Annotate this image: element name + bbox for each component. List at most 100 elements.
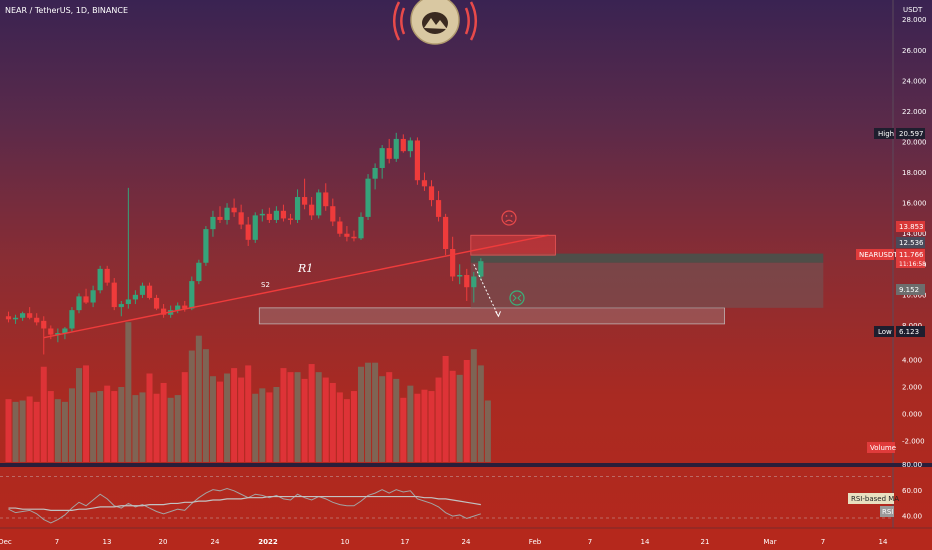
candle-body xyxy=(414,140,420,181)
volume-pane-label: Volume xyxy=(867,442,896,453)
x-axis-label: 7 xyxy=(821,538,825,546)
stop-zone xyxy=(470,234,556,256)
price-tick-label: 20.000 xyxy=(902,139,927,147)
candle-body xyxy=(161,308,167,315)
candle-body xyxy=(344,233,350,237)
rsi-layer xyxy=(0,476,893,524)
candle-body xyxy=(316,192,322,216)
volume-bar xyxy=(111,391,118,462)
volume-bar xyxy=(174,395,181,462)
candle-body xyxy=(372,167,378,179)
target-face-icon xyxy=(509,290,525,306)
candle-body xyxy=(252,215,258,240)
volume-bar xyxy=(209,376,216,462)
volume-bar xyxy=(125,322,132,462)
volume-bar xyxy=(301,378,308,462)
price-tick-label: 18.000 xyxy=(902,169,927,177)
candle-body xyxy=(90,290,96,303)
x-axis-label: 2022 xyxy=(258,538,278,546)
entry-price-label: 12.536 xyxy=(896,237,925,248)
candle-body xyxy=(351,236,357,239)
candle-body xyxy=(464,274,470,288)
volume-bar xyxy=(118,387,125,462)
volume-bar xyxy=(477,365,484,462)
x-axis-label: Mar xyxy=(763,538,776,546)
svg-text:6.123: 6.123 xyxy=(899,328,919,336)
volume-bar xyxy=(19,400,26,462)
candle-body xyxy=(20,313,26,318)
rsi-tick-label: 60.00 xyxy=(902,487,922,495)
volume-bar xyxy=(414,393,421,462)
volume-tick-label: 4.000 xyxy=(902,357,922,365)
candle-body xyxy=(125,299,131,305)
volume-bar xyxy=(484,400,491,462)
rsi-line xyxy=(8,487,482,524)
x-axis-label: 20 xyxy=(159,538,168,546)
svg-text:Low: Low xyxy=(878,328,892,336)
chart-title: NEAR / TetherUS, 1D, BINANCE xyxy=(5,6,128,15)
rsi-ma-pane-label: RSI-based MA xyxy=(848,493,899,504)
volume-bar xyxy=(329,382,336,462)
x-axis-label: Feb xyxy=(529,538,542,546)
candle-body xyxy=(266,213,272,220)
candle-body xyxy=(428,186,435,201)
volume-bar xyxy=(238,377,245,462)
svg-text:11:16:58: 11:16:58 xyxy=(899,261,926,268)
svg-text:12.536: 12.536 xyxy=(899,239,924,247)
volume-bar xyxy=(400,397,407,462)
volume-tick-label: 2.000 xyxy=(902,384,922,392)
candle-body xyxy=(41,320,47,329)
candle-body xyxy=(358,216,364,239)
volume-bar xyxy=(188,350,195,462)
low-label: Low 6.123 xyxy=(874,326,925,337)
volume-bar xyxy=(379,376,386,462)
rsi-ma-line xyxy=(8,495,481,511)
x-axis-label: 24 xyxy=(462,538,471,546)
x-axis-label: Dec xyxy=(0,538,12,546)
r1-label: R1 xyxy=(297,262,313,275)
volume-bar xyxy=(428,391,435,462)
candle-body xyxy=(400,138,406,152)
candle-body xyxy=(379,148,385,168)
volume-bar xyxy=(358,366,364,462)
volume-bar xyxy=(146,373,153,462)
volume-bar xyxy=(68,388,75,462)
projection-arrow xyxy=(473,264,499,317)
svg-text:High: High xyxy=(878,130,894,138)
candle-body xyxy=(294,197,301,220)
volume-bar xyxy=(456,374,463,462)
stop-price-label: 13.853 xyxy=(896,221,925,232)
volume-bar xyxy=(350,391,357,462)
volume-bar xyxy=(407,385,414,462)
sad-face-icon xyxy=(501,210,517,226)
candle-body xyxy=(111,282,117,308)
candle-body xyxy=(231,207,237,213)
volume-bar xyxy=(421,389,428,462)
candle-body xyxy=(76,296,82,311)
volume-bar xyxy=(231,368,238,462)
rsi-tick-label: 80.00 xyxy=(902,461,922,469)
price-tick-label: 14.000 xyxy=(902,230,927,238)
x-axis-label: 21 xyxy=(701,538,710,546)
volume-bar xyxy=(449,370,456,462)
zones-layer xyxy=(258,234,824,325)
candle-body xyxy=(146,285,153,298)
volume-bar xyxy=(167,397,174,462)
svg-text:RSI-based MA: RSI-based MA xyxy=(851,495,899,503)
volume-bar xyxy=(97,391,104,462)
volume-bar xyxy=(252,393,259,462)
candle-body xyxy=(330,206,336,222)
r1-trendline xyxy=(43,234,549,339)
candle-body xyxy=(280,210,287,219)
candle-body xyxy=(196,262,202,282)
svg-text:20.597: 20.597 xyxy=(899,130,924,138)
volume-bar xyxy=(463,360,470,462)
candle-body xyxy=(48,328,54,335)
volume-bar xyxy=(40,366,47,462)
price-tick-label: 26.000 xyxy=(902,47,927,55)
high-label: High 20.597 xyxy=(874,128,925,139)
candle-body xyxy=(238,212,244,225)
